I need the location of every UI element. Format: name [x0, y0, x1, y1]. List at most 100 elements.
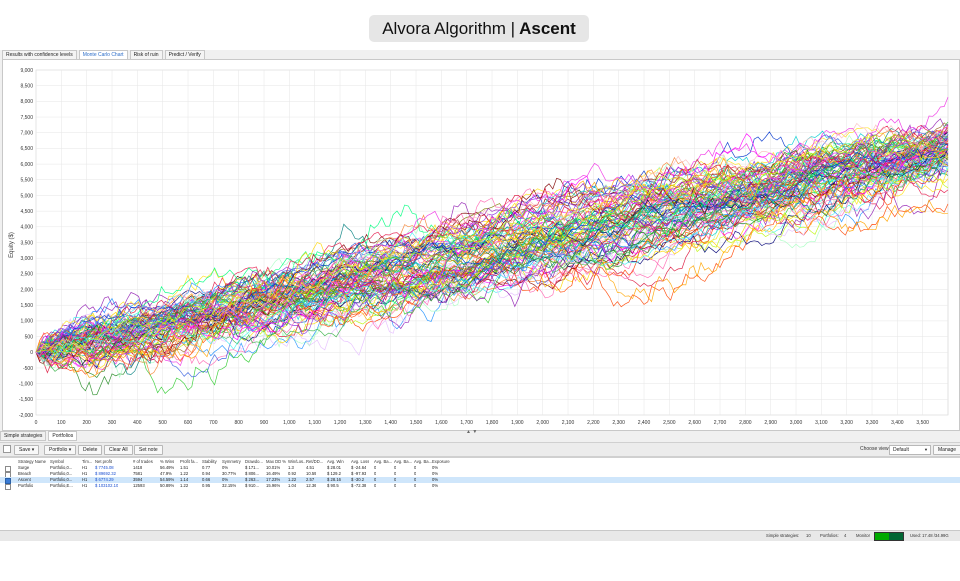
x-tick-label: 100 — [57, 420, 66, 426]
column-header[interactable]: Net profit — [95, 459, 112, 464]
table-cell: 0% — [432, 471, 439, 476]
x-tick-label: 1,600 — [435, 420, 448, 426]
column-header[interactable]: % Wins — [160, 459, 175, 464]
table-cell: 0.66 — [202, 477, 211, 482]
portfolio-table: Strategy Name Symbol Tim... Net profit # of … — [0, 457, 960, 581]
x-tick-label: 2,500 — [663, 420, 676, 426]
row-checkbox[interactable] — [5, 483, 11, 490]
table-cell: 1.14 — [180, 477, 189, 482]
table-cell: 0% — [222, 477, 229, 482]
table-row[interactable]: Surge Portfolio,0... H1 $ 7745.08 1418 56.49%… — [0, 465, 960, 472]
y-tick-label: 5,000 — [20, 193, 33, 199]
equity-curve — [35, 133, 949, 353]
table-cell: 56.49% — [160, 465, 175, 470]
column-header[interactable]: Strategy Name — [18, 459, 46, 464]
splitter-handle[interactable]: ▲ ▼ — [466, 429, 478, 435]
table-cell: 1.22 — [180, 483, 189, 488]
simple-strategies-status-label: Simple strategies: — [766, 533, 800, 538]
equity-curve — [35, 136, 949, 355]
presentation-title: Alvora Algorithm | Ascent — [369, 15, 589, 42]
tab-simple-strategies[interactable]: Simple strategies — [0, 431, 47, 441]
memory-used-text: Used: 17.48 /34.99G — [910, 533, 949, 538]
x-tick-label: 600 — [184, 420, 193, 426]
tab-predict-verify[interactable]: Predict / Verify — [164, 50, 205, 60]
portfolio-button-label: Portfolio — [49, 447, 68, 453]
column-header[interactable]: Symmetry — [222, 459, 241, 464]
equity-curve — [35, 127, 949, 376]
x-tick-label: 1,500 — [410, 420, 423, 426]
table-row[interactable]: Breach Portfolio,0... H1 $ 89692.32 7581 47.9… — [0, 471, 960, 478]
y-tick-labels: -2,000 -1,500 -1,000 -500 0 500 1,000 1,500 2,00… — [19, 68, 33, 419]
table-cell: Portfolio,0... — [50, 471, 73, 476]
column-header[interactable]: Profit fa... — [180, 459, 198, 464]
table-cell: 0 — [374, 477, 377, 482]
x-tick-label: 3,300 — [866, 420, 879, 426]
equity-curve — [35, 145, 949, 369]
equity-curve — [35, 121, 949, 372]
table-row[interactable]: Portfolio Portfolio,E... H1 $ 103102.10 1259… — [0, 483, 960, 490]
column-header[interactable]: Stability — [202, 459, 217, 464]
x-tick-labels: 0 100 200 300 400 500 600 700 800 900 1,000 1,100 1,… — [35, 420, 930, 426]
column-header[interactable]: # of trades — [133, 459, 153, 464]
tab-results-confidence[interactable]: Results with confidence levels — [2, 50, 77, 60]
column-header[interactable]: Max DD % — [266, 459, 287, 464]
column-header[interactable]: Exposure — [432, 459, 450, 464]
view-select[interactable]: Default ▼ — [889, 445, 931, 455]
equity-curve — [35, 133, 949, 355]
tab-risk-of-ruin[interactable]: Risk of ruin — [129, 50, 163, 60]
column-header[interactable]: Avg. Win — [327, 459, 344, 464]
equity-curve — [35, 151, 949, 353]
column-header[interactable]: Ret/DD... — [306, 459, 324, 464]
x-tick-label: 1,800 — [486, 420, 499, 426]
portfolio-button[interactable]: Portfolio ▾ — [44, 445, 77, 455]
column-header[interactable]: Tim... — [82, 459, 93, 464]
row-checkbox[interactable] — [5, 477, 11, 484]
portfolio-toolbar: Save ▾ Portfolio ▾ Delete Clear All Set … — [0, 442, 960, 457]
y-tick-label: 3,000 — [20, 256, 33, 262]
column-header[interactable]: Drawdo... — [245, 459, 263, 464]
equity-curve — [35, 156, 949, 356]
table-cell: 0 — [414, 471, 417, 476]
y-axis-label: Equity ($) — [9, 232, 15, 258]
table-cell: 0 — [414, 483, 417, 488]
table-cell: $ 7745.08 — [95, 465, 114, 470]
column-header[interactable]: Win/Los... — [288, 459, 307, 464]
toggle-panel-icon[interactable] — [3, 445, 11, 453]
manage-button[interactable]: Manage — [933, 445, 960, 455]
save-button[interactable]: Save ▾ — [14, 445, 40, 455]
portfolios-status-label: Portfolios: — [820, 533, 839, 538]
table-cell: 3594 — [133, 477, 143, 482]
clear-all-button[interactable]: Clear All — [104, 445, 133, 455]
column-header[interactable]: Avg. Ba... — [394, 459, 413, 464]
set-note-button[interactable]: Set note — [134, 445, 163, 455]
memory-monitor-fill — [875, 533, 889, 540]
table-cell: $ 910... — [245, 483, 259, 488]
table-cell: $ 89692.32 — [95, 471, 116, 476]
table-cell: 0% — [432, 465, 439, 470]
tab-portfolios[interactable]: Portfolios — [48, 431, 78, 441]
column-header[interactable]: Symbol — [50, 459, 64, 464]
equity-curve — [35, 135, 949, 361]
column-header[interactable]: Avg. Loss — [351, 459, 370, 464]
column-header[interactable]: Avg. Ba... — [414, 459, 433, 464]
monte-carlo-chart: -2,000 -1,500 -1,000 -500 0 500 1,000 1,500 2,00… — [9, 68, 949, 426]
y-tick-label: 8,500 — [20, 83, 33, 89]
row-checkbox[interactable] — [5, 465, 11, 472]
delete-button[interactable]: Delete — [78, 445, 103, 455]
table-cell: Portfolio,0... — [50, 477, 73, 482]
table-cell: $ 6774.29 — [95, 477, 114, 482]
y-tick-label: 0 — [30, 350, 33, 356]
column-header[interactable]: Avg. Ba... — [374, 459, 393, 464]
y-tick-label: 7,500 — [20, 115, 33, 121]
table-row[interactable]: Ascent Portfolio,0... H1 $ 6774.29 3594 54.59… — [0, 477, 960, 484]
y-tick-label: 1,500 — [20, 303, 33, 309]
y-tick-label: 2,500 — [20, 272, 33, 278]
equity-curve — [35, 147, 949, 358]
y-tick-label: 7,000 — [20, 131, 33, 137]
table-cell: 0 — [374, 465, 377, 470]
y-tick-label: 1,000 — [20, 319, 33, 325]
tab-monte-carlo-chart[interactable]: Monte Carlo Chart — [78, 50, 128, 60]
x-tick-label: 700 — [209, 420, 218, 426]
table-cell: $ 90.5 — [327, 483, 339, 488]
equity-curve — [35, 139, 949, 355]
